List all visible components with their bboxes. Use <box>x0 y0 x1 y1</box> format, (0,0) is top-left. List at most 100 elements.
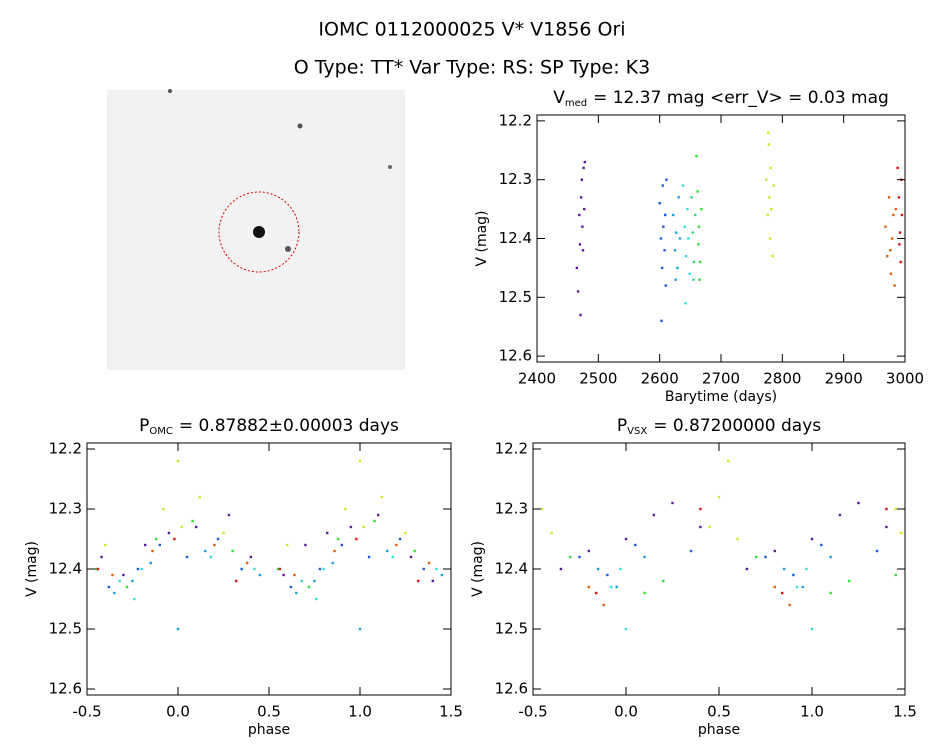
point <box>315 597 318 601</box>
star <box>388 165 392 169</box>
point <box>578 555 581 559</box>
point <box>769 166 772 170</box>
point <box>336 537 340 541</box>
plot-frame <box>532 442 906 696</box>
point <box>782 567 786 571</box>
point <box>578 213 581 217</box>
point <box>326 531 329 535</box>
point <box>427 561 431 565</box>
aperture-circle <box>218 191 300 273</box>
x-tick-label: 0.0 <box>614 703 638 721</box>
point <box>810 537 814 541</box>
point <box>692 278 695 281</box>
x-axis-label: phase <box>248 722 290 738</box>
point <box>624 537 628 541</box>
point <box>788 603 791 607</box>
x-tick-label: -0.5 <box>72 703 101 721</box>
point <box>838 513 842 517</box>
point <box>144 543 147 547</box>
point <box>176 459 180 463</box>
point <box>698 278 701 281</box>
point <box>673 249 677 252</box>
point <box>765 178 768 181</box>
point <box>662 579 665 583</box>
x-tick-label: 2900 <box>825 370 863 388</box>
star <box>297 123 303 129</box>
title-main: P <box>617 416 627 436</box>
point <box>897 196 901 199</box>
x-axis-label: phase <box>698 722 740 738</box>
point <box>377 513 380 517</box>
point <box>727 459 730 463</box>
point <box>810 627 814 631</box>
point <box>770 207 773 211</box>
point <box>104 543 107 547</box>
x-tick-label: 3000 <box>886 370 924 388</box>
point <box>772 184 775 187</box>
point <box>683 225 687 228</box>
chart-title: Vmed = 12.37 mag <err_V> = 0.03 mag <box>553 88 889 109</box>
point <box>550 531 553 535</box>
point <box>643 555 646 559</box>
point <box>300 579 303 583</box>
point <box>652 513 656 517</box>
point <box>660 319 663 323</box>
point <box>596 567 600 571</box>
point <box>140 567 143 571</box>
point <box>829 591 832 595</box>
point <box>204 549 207 553</box>
point <box>422 567 425 571</box>
point <box>700 207 703 211</box>
x-tick-label: 2500 <box>579 370 617 388</box>
point <box>258 573 262 577</box>
point <box>898 231 902 234</box>
point <box>671 501 674 505</box>
point <box>431 579 434 583</box>
point <box>781 591 784 595</box>
point <box>665 178 668 181</box>
point <box>349 525 353 529</box>
point <box>278 567 282 571</box>
y-tick-label: 12.2 <box>49 440 82 458</box>
y-tick-label: 12.4 <box>49 560 82 578</box>
point <box>768 196 771 199</box>
point <box>699 525 702 529</box>
point <box>355 537 358 541</box>
point <box>692 260 696 264</box>
point <box>892 213 895 217</box>
point <box>899 260 902 264</box>
point <box>689 549 693 553</box>
x-tick-label: 1.5 <box>439 703 463 721</box>
point <box>289 585 293 589</box>
point <box>609 585 613 589</box>
title-subscript: med <box>565 98 587 109</box>
y-tick-label: 12.6 <box>499 347 532 365</box>
point <box>173 537 176 541</box>
y-tick-label: 12.5 <box>495 620 528 638</box>
point <box>575 266 579 270</box>
point <box>674 278 677 281</box>
point <box>176 627 180 631</box>
point <box>900 531 903 535</box>
figure-subtitle: O Type: TT* Var Type: RS: SP Type: K3 <box>294 57 650 79</box>
point <box>185 555 189 559</box>
title-main: P <box>139 416 149 436</box>
point <box>307 585 311 589</box>
y-tick-label: 12.3 <box>495 500 528 518</box>
point <box>694 213 697 217</box>
point <box>801 585 804 589</box>
point <box>136 567 140 571</box>
point <box>764 555 767 559</box>
point <box>154 537 158 541</box>
point <box>634 543 637 547</box>
point <box>659 237 663 240</box>
title-main: V <box>553 88 565 108</box>
point <box>587 585 590 589</box>
point <box>293 573 296 577</box>
point <box>358 459 362 463</box>
point <box>736 537 739 541</box>
y-tick-label: 12.3 <box>49 500 82 518</box>
point <box>322 567 325 571</box>
point <box>595 591 598 595</box>
point <box>686 207 689 211</box>
